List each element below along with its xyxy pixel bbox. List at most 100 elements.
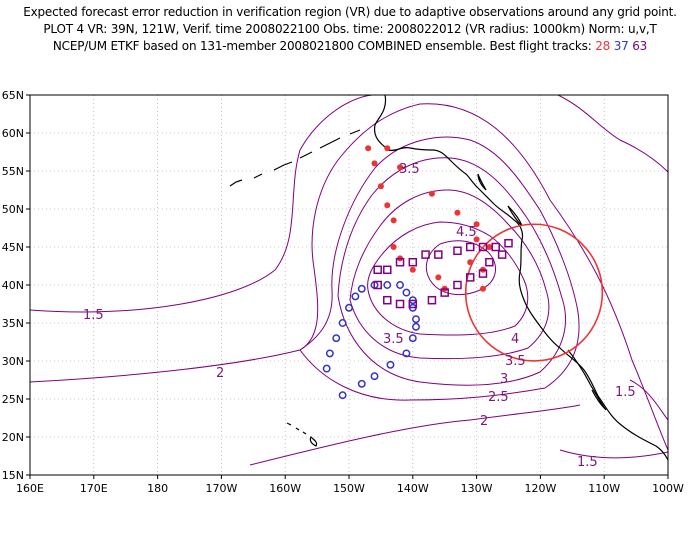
- y-tick-label: 50N: [2, 203, 24, 216]
- title-line-1: Expected forecast error reduction in ver…: [23, 5, 677, 19]
- contour-label: 3: [500, 372, 508, 387]
- y-tick-label: 45N: [2, 241, 24, 254]
- contour-1.5-east: [559, 379, 668, 459]
- x-tick-label: 120W: [524, 482, 556, 495]
- y-tick-label: 60N: [2, 127, 24, 140]
- track-b-point: [402, 288, 411, 297]
- track-a-point: [377, 183, 384, 190]
- track-c-point: [395, 299, 405, 309]
- y-tick-label: 30N: [2, 355, 24, 368]
- track-a-point: [486, 244, 493, 250]
- track-label-a: 28: [595, 39, 611, 53]
- track-a-point: [365, 145, 372, 152]
- y-tick-label: 20N: [2, 431, 24, 444]
- track-a-point: [384, 202, 391, 209]
- x-tick-label: 100W: [652, 482, 684, 495]
- track-c-point: [434, 250, 443, 259]
- contour-3.5: [349, 189, 550, 360]
- y-tick-label: 35N: [2, 317, 24, 330]
- contour-label: 1.5: [615, 385, 636, 400]
- track-b-point: [396, 281, 404, 289]
- chart-header: Expected forecast error reduction in ver…: [0, 0, 700, 55]
- x-tick-label: 110W: [588, 482, 620, 495]
- track-b-point: [412, 322, 420, 331]
- track-c-point: [491, 242, 500, 252]
- track-b-point: [338, 319, 347, 327]
- contour-1.5-outer: [30, 95, 668, 313]
- track-c-point: [440, 288, 449, 297]
- track-c-point: [453, 280, 462, 290]
- track-c-point: [427, 295, 437, 305]
- track-b-point: [386, 360, 395, 369]
- track-a-point: [428, 190, 435, 197]
- track-a-point: [397, 164, 404, 171]
- y-tick-label: 55N: [2, 165, 24, 178]
- contour-3: [337, 157, 567, 386]
- contour-label: 1.5: [83, 308, 104, 323]
- x-tick-label: 160W: [269, 482, 301, 495]
- track-c-point: [465, 273, 475, 282]
- contour-4.5: [425, 240, 496, 296]
- axis-tick-labels: 160E 170E 180 170W 160W 150W 140W 130W 120W 110W 1…: [2, 89, 684, 495]
- track-c-point: [383, 295, 392, 305]
- track-c-point: [465, 242, 475, 252]
- track-a-point: [467, 259, 474, 266]
- x-tick-label: 160E: [16, 482, 44, 495]
- x-tick-label: 180: [147, 482, 168, 495]
- track-b-point: [408, 334, 417, 343]
- track-a-point: [473, 221, 480, 228]
- track-c-point: [373, 265, 382, 275]
- x-tick-label: 150W: [333, 482, 365, 495]
- track-b-point: [351, 292, 360, 301]
- track-a-point: [454, 209, 461, 216]
- contour-2.5: [299, 136, 580, 401]
- contour-2-south: [249, 404, 581, 466]
- aleutian-islands: [229, 129, 361, 187]
- haida-gwaii: [477, 173, 487, 191]
- x-tick-label: 130W: [461, 482, 493, 495]
- track-c-point: [453, 246, 462, 256]
- track-c-point: [485, 257, 494, 267]
- contour-label: 3.5: [505, 354, 526, 369]
- lat-lon-grid: [30, 95, 668, 475]
- y-tick-label: 40N: [2, 279, 24, 292]
- error-reduction-contours: [30, 95, 668, 466]
- contour-label: 3.5: [399, 162, 420, 177]
- track-b-point: [412, 315, 420, 324]
- hawaii-islands: [286, 422, 318, 447]
- track-b-point: [325, 349, 334, 358]
- track-c-point: [408, 299, 418, 309]
- contour-label: 2.5: [488, 390, 509, 405]
- track-c-point: [383, 265, 392, 275]
- track-b-point: [357, 284, 366, 293]
- track-a-point: [371, 160, 378, 167]
- contour-label: 1.5: [577, 455, 598, 470]
- contour-label: 4.5: [456, 225, 477, 240]
- track-a-point: [390, 217, 397, 224]
- contour-labels: 1.5 2 2.5 3 3.5 4 4.5 3.5 3.5 1.5 2 1.5: [83, 162, 636, 470]
- x-tick-label: 170W: [205, 482, 237, 495]
- track-a-point: [473, 236, 480, 243]
- track-c-point: [395, 257, 405, 267]
- track-a-point: [409, 266, 416, 273]
- alaska-coast: [373, 95, 668, 461]
- track-b-point: [338, 391, 347, 400]
- x-tick-label: 170E: [80, 482, 108, 495]
- track-b-point: [332, 334, 341, 343]
- verification-region: [464, 223, 604, 362]
- verification-circle: [464, 223, 604, 362]
- track-b-point: [402, 349, 411, 358]
- x-tick-label: 140W: [397, 482, 429, 495]
- title-line-3-text: NCEP/UM ETKF based on 131-member 2008021…: [52, 39, 592, 53]
- track-b-point: [322, 364, 331, 373]
- track-b-point: [357, 379, 366, 388]
- track-b-point: [345, 303, 353, 312]
- track-b-point: [370, 372, 379, 381]
- y-tick-label: 25N: [2, 393, 24, 406]
- title-line-3: NCEP/UM ETKF based on 131-member 2008021…: [0, 38, 700, 55]
- track-c-point: [408, 257, 418, 267]
- track-a-point: [479, 285, 486, 292]
- track-label-b: 37: [613, 39, 629, 53]
- track-c-point: [478, 242, 488, 252]
